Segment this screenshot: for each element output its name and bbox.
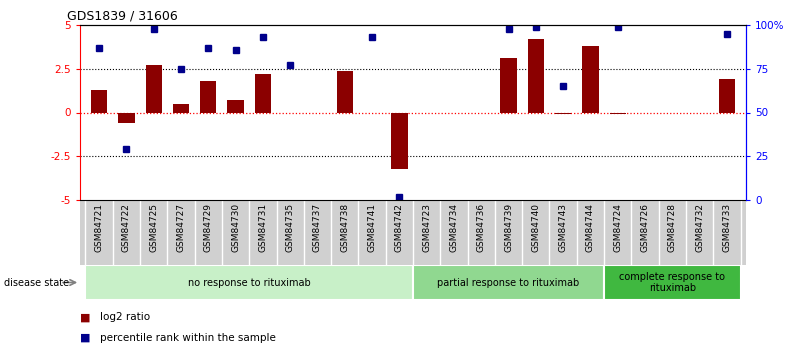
Text: log2 ratio: log2 ratio	[100, 312, 151, 322]
Text: GSM84735: GSM84735	[286, 203, 295, 253]
Text: complete response to
rituximab: complete response to rituximab	[619, 272, 725, 293]
Text: GSM84723: GSM84723	[422, 203, 431, 252]
Bar	[555, 112, 571, 114]
Text: GSM84730: GSM84730	[231, 203, 240, 253]
Text: ■: ■	[80, 333, 91, 343]
Text: GSM84737: GSM84737	[313, 203, 322, 253]
Text: GSM84741: GSM84741	[368, 203, 376, 252]
Text: GSM84722: GSM84722	[122, 203, 131, 252]
Text: GSM84726: GSM84726	[641, 203, 650, 252]
Bar	[91, 90, 107, 112]
Text: GSM84721: GSM84721	[95, 203, 103, 252]
Bar	[119, 112, 135, 123]
Text: GSM84739: GSM84739	[504, 203, 513, 253]
Text: GSM84740: GSM84740	[531, 203, 541, 252]
Text: GSM84733: GSM84733	[723, 203, 731, 253]
Text: GSM84738: GSM84738	[340, 203, 349, 253]
Text: no response to rituximab: no response to rituximab	[188, 277, 311, 287]
Bar	[718, 79, 735, 112]
Bar	[501, 58, 517, 112]
Bar	[200, 81, 216, 112]
Bar	[227, 100, 244, 112]
Bar	[604, 265, 741, 300]
Text: GSM84731: GSM84731	[259, 203, 268, 253]
Bar	[255, 74, 271, 112]
Bar	[582, 46, 598, 112]
Text: partial response to rituximab: partial response to rituximab	[437, 277, 580, 287]
Bar	[146, 65, 162, 112]
Text: GSM84742: GSM84742	[395, 203, 404, 252]
Text: percentile rank within the sample: percentile rank within the sample	[100, 333, 276, 343]
Text: disease state: disease state	[4, 277, 69, 287]
Text: GSM84732: GSM84732	[695, 203, 704, 252]
Bar	[413, 265, 604, 300]
Bar	[86, 265, 413, 300]
Text: GSM84727: GSM84727	[176, 203, 186, 252]
Text: GDS1839 / 31606: GDS1839 / 31606	[66, 9, 178, 22]
Bar	[173, 104, 189, 112]
Text: GSM84729: GSM84729	[203, 203, 213, 252]
Text: GSM84724: GSM84724	[614, 203, 622, 252]
Text: GSM84743: GSM84743	[558, 203, 568, 252]
Text: GSM84744: GSM84744	[586, 203, 595, 252]
Bar	[528, 39, 544, 112]
Text: ■: ■	[80, 312, 91, 322]
Bar	[336, 70, 353, 112]
Bar	[610, 112, 626, 114]
Bar	[391, 112, 408, 168]
Text: GSM84728: GSM84728	[668, 203, 677, 252]
Text: GSM84734: GSM84734	[449, 203, 458, 252]
Text: GSM84736: GSM84736	[477, 203, 485, 253]
Text: GSM84725: GSM84725	[149, 203, 158, 252]
